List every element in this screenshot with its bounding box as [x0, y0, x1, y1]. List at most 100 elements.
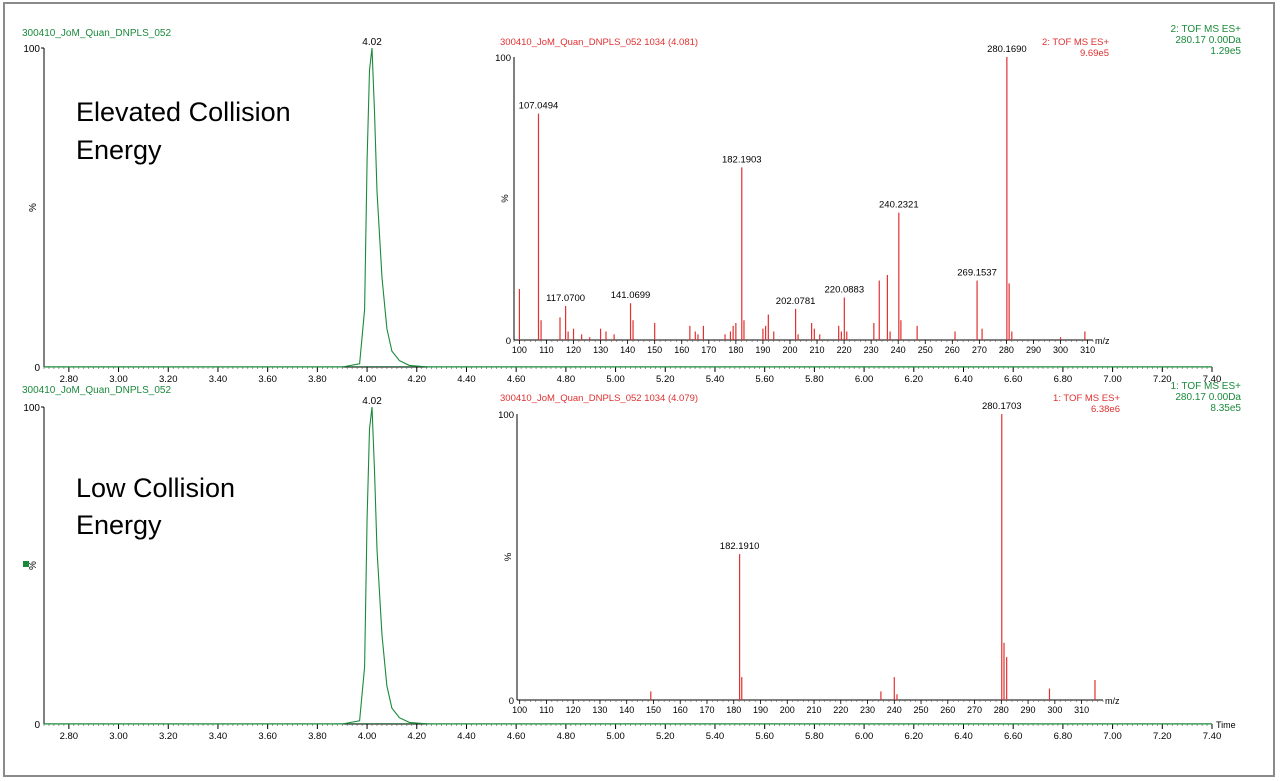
spectrum-y-tick-label: 100 — [495, 53, 511, 64]
spectrum-x-unit-label: m/z — [1105, 696, 1120, 706]
panel-caption: Energy — [76, 135, 162, 165]
trace-info-label: 280.17 0.00Da — [1175, 35, 1241, 46]
trace-info-label: 8.35e5 — [1210, 403, 1241, 414]
file-label: 300410_JoM_Quan_DNPLS_052 — [22, 385, 171, 396]
panel-caption: Energy — [76, 510, 162, 540]
chromatogram-x-tick-label: 5.00 — [606, 731, 625, 742]
chromatogram-x-tick-label: 6.20 — [905, 374, 924, 385]
spectrum-x-tick-label: 150 — [646, 705, 661, 715]
chromatogram-x-tick-label: 7.20 — [1153, 731, 1172, 742]
chromatogram-x-tick-label: 3.20 — [159, 374, 178, 385]
chromatogram-x-tick-label: 7.40 — [1203, 731, 1222, 742]
spectrum-x-tick-label: 220 — [837, 345, 852, 355]
spectrum-x-tick-label: 140 — [620, 345, 635, 355]
panel-caption: Low Collision — [76, 473, 235, 503]
spectrum-x-tick-label: 250 — [914, 705, 929, 715]
chromatogram-x-tick-label: 2.80 — [60, 731, 79, 742]
chromatogram-x-tick-label: 6.20 — [905, 731, 924, 742]
chromatogram-trace — [44, 406, 1212, 725]
spectrum-x-tick-label: 110 — [539, 705, 553, 715]
spectrum-title: 300410_JoM_Quan_DNPLS_052 1034 (4.079) — [500, 393, 698, 404]
spectrum-x-tick-label: 140 — [619, 705, 634, 715]
spectrum-x-tick-label: 310 — [1074, 705, 1089, 715]
spectrum-x-tick-label: 280 — [994, 705, 1009, 715]
chromatogram-x-tick-label: 3.00 — [109, 731, 128, 742]
spectrum-x-tick-label: 190 — [755, 345, 770, 355]
panel-low: 300410_JoM_Quan_DNPLS_052 1: TOF MS ES+28… — [22, 381, 1241, 742]
chromatogram-x-tick-label: 6.80 — [1054, 374, 1073, 385]
trace-info-label: 280.17 0.00Da — [1175, 392, 1241, 403]
chromatogram-x-tick-label: 5.00 — [606, 374, 625, 385]
chromatogram-x-tick-label: 6.60 — [1004, 374, 1023, 385]
spectrum-x-tick-label: 230 — [864, 345, 879, 355]
file-label: 300410_JoM_Quan_DNPLS_052 — [22, 28, 171, 39]
spectrum-peak-label: 269.1537 — [957, 268, 997, 279]
spectrum-x-tick-label: 300 — [1053, 345, 1068, 355]
spectrum-x-tick-label: 170 — [701, 345, 716, 355]
chromatogram-x-tick-label: 5.80 — [805, 731, 824, 742]
chromatogram-x-tick-label: 2.80 — [60, 374, 79, 385]
spectrum-x-tick-label: 300 — [1047, 705, 1062, 715]
chromatogram-x-tick-label: 3.20 — [159, 731, 178, 742]
spectrum-x-tick-label: 270 — [967, 705, 982, 715]
time-axis-label: Time — [1216, 720, 1236, 730]
chromatogram-x-tick-label: 3.60 — [258, 374, 277, 385]
spectrum-x-tick-label: 250 — [918, 345, 933, 355]
panel-caption: Elevated Collision — [76, 97, 291, 127]
spectrum-y-tick-label: 100 — [498, 410, 514, 421]
peak-time-label: 4.02 — [362, 396, 382, 407]
spectrum-x-tick-label: 290 — [1021, 705, 1036, 715]
spectrum-x-tick-label: 190 — [753, 705, 768, 715]
chromatogram-x-tick-label: 4.20 — [408, 731, 427, 742]
chromatogram-trace — [44, 47, 1212, 368]
spectrum-x-tick-label: 260 — [945, 345, 960, 355]
spectrum-y-tick-label: 0 — [506, 336, 511, 347]
chromatogram-x-tick-label: 6.00 — [855, 731, 874, 742]
spectrum-x-tick-label: 160 — [673, 705, 688, 715]
chromatogram-x-tick-label: 4.40 — [457, 731, 476, 742]
spectrum-x-tick-label: 170 — [699, 705, 714, 715]
chromatogram-x-tick-label: 4.00 — [358, 731, 377, 742]
spectrum-y-axis-label: % — [500, 194, 511, 203]
spectrum-x-tick-label: 200 — [782, 345, 797, 355]
chromatogram-x-tick-label: 6.40 — [954, 731, 973, 742]
chromatogram-x-tick-label: 7.00 — [1103, 374, 1122, 385]
spectrum-x-unit-label: m/z — [1095, 336, 1110, 346]
spectrum-x-tick-label: 280 — [999, 345, 1014, 355]
spectrum-x-tick-label: 180 — [726, 705, 741, 715]
spectrum-peak-label: 280.1703 — [982, 401, 1022, 412]
trace-info-label: 1: TOF MS ES+ — [1171, 381, 1242, 392]
spectrum-peak-label: 220.0883 — [825, 285, 865, 296]
spectrum-x-tick-label: 130 — [592, 705, 607, 715]
chromatogram-y-tick-label: 100 — [23, 44, 40, 55]
chromatogram-x-tick-label: 7.40 — [1203, 374, 1222, 385]
trace-info-label: 1.29e5 — [1210, 46, 1241, 57]
chromatogram-x-tick-label: 3.40 — [209, 731, 228, 742]
spectrum-x-tick-label: 260 — [940, 705, 955, 715]
peak-time-label: 4.02 — [362, 37, 382, 48]
spectrum-peak-label: 202.0781 — [776, 296, 816, 307]
chromatogram-x-tick-label: 6.00 — [855, 374, 874, 385]
spectrum-y-axis-label: % — [503, 552, 514, 561]
panel-elevated: 300410_JoM_Quan_DNPLS_052 2: TOF MS ES+28… — [22, 24, 1241, 385]
chromatogram-x-tick-label: 7.20 — [1153, 374, 1172, 385]
trace-info-label: 2: TOF MS ES+ — [1171, 24, 1242, 35]
spectrum-peak-label: 182.1910 — [720, 541, 760, 552]
chromatogram-x-tick-label: 4.80 — [557, 374, 576, 385]
spectrum-x-tick-label: 200 — [780, 705, 795, 715]
chromatogram-x-tick-label: 4.60 — [507, 731, 526, 742]
chromatogram-x-tick-label: 3.80 — [308, 731, 327, 742]
trace-marker — [23, 561, 29, 567]
spectrum-title: 300410_JoM_Quan_DNPLS_052 1034 (4.081) — [500, 37, 698, 48]
spectrum-peak-label: 240.2321 — [879, 200, 919, 211]
spectrum-x-tick-label: 110 — [539, 345, 553, 355]
spectrum-x-tick-label: 270 — [972, 345, 987, 355]
spectrum-info-label: 9.69e5 — [1080, 48, 1109, 59]
chromatogram-x-tick-label: 3.80 — [308, 374, 327, 385]
spectrum-peak-label: 280.1690 — [987, 44, 1027, 55]
chromatogram-y-tick-label: 100 — [23, 403, 40, 414]
chromatogram-x-tick-label: 5.20 — [656, 731, 675, 742]
chromatogram-x-tick-label: 5.20 — [656, 374, 675, 385]
chromatogram-x-tick-label: 6.60 — [1004, 731, 1023, 742]
